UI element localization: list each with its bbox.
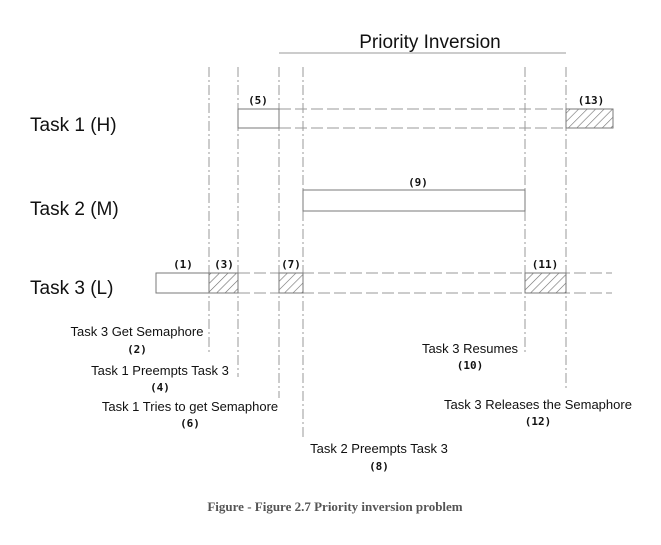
marker-11: (11): [532, 258, 559, 271]
event-4-number: (4): [150, 381, 170, 394]
event-4-text: Task 1 Preempts Task 3: [91, 363, 229, 378]
event-10-number: (10): [457, 359, 484, 372]
task3-segment-11: [524, 272, 567, 294]
event-2-text: Task 3 Get Semaphore: [71, 324, 204, 339]
task1-segment-5: [237, 108, 280, 129]
event-8-number: (8): [369, 460, 389, 473]
task2-segment-9: [302, 189, 526, 212]
event-10-text: Task 3 Resumes: [422, 341, 519, 356]
event-2-number: (2): [127, 343, 147, 356]
marker-3: (3): [214, 258, 234, 271]
task3-segment-7: [278, 272, 304, 294]
event-8-text: Task 2 Preempts Task 3: [310, 441, 448, 456]
task2-label: Task 2 (M): [30, 199, 119, 220]
event-6-text: Task 1 Tries to get Semaphore: [102, 399, 278, 414]
diagram-title: Priority Inversion: [359, 32, 501, 53]
marker-13: (13): [578, 94, 605, 107]
task1-label: Task 1 (H): [30, 115, 117, 136]
figure-caption: Figure - Figure 2.7 Priority inversion p…: [207, 499, 462, 514]
marker-5: (5): [248, 94, 268, 107]
event-6-number: (6): [180, 417, 200, 430]
task3-label: Task 3 (L): [30, 278, 113, 299]
event-12-number: (12): [525, 415, 552, 428]
task3-segment-3: [208, 272, 239, 294]
marker-1: (1): [173, 258, 193, 271]
task3-segment-1: [155, 272, 210, 294]
marker-7: (7): [281, 258, 301, 271]
task1-segment-13: [565, 108, 614, 129]
marker-9: (9): [408, 176, 428, 189]
event-12-text: Task 3 Releases the Semaphore: [444, 397, 632, 412]
